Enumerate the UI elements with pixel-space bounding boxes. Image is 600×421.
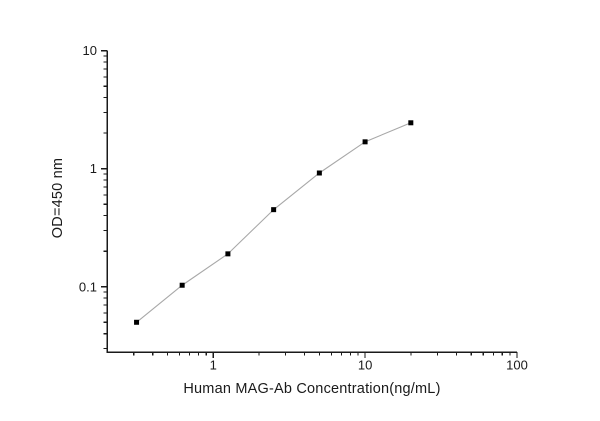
data-point-marker <box>179 282 185 288</box>
x-tick-label: 10 <box>358 358 372 373</box>
series-line-standard-curve <box>136 122 412 323</box>
data-point-marker <box>134 319 140 325</box>
x-tick-label: 100 <box>506 358 528 373</box>
data-point-marker <box>225 251 231 257</box>
y-tick-label: 10 <box>83 43 97 58</box>
data-point-marker <box>316 170 322 176</box>
data-point-marker <box>408 120 414 126</box>
y-tick-label: 0.1 <box>79 279 97 294</box>
x-axis-title: Human MAG-Ab Concentration(ng/mL) <box>183 381 441 397</box>
x-tick-label: 1 <box>210 358 217 373</box>
y-tick-label: 1 <box>90 161 97 176</box>
data-point-marker <box>271 207 277 213</box>
y-axis-title: OD=450 nm <box>50 157 66 239</box>
data-point-marker <box>362 139 368 145</box>
